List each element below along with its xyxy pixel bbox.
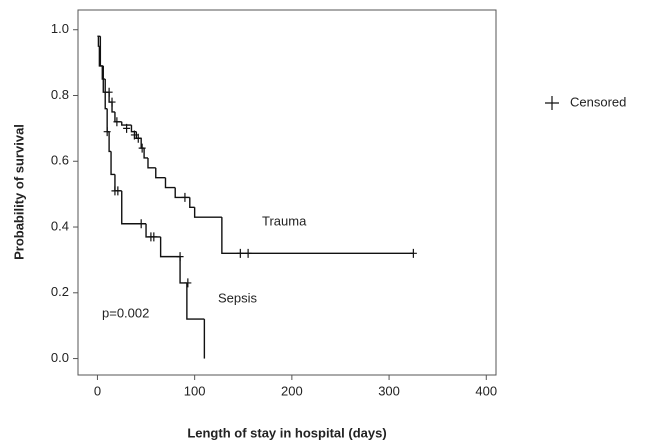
censor-mark bbox=[137, 219, 145, 229]
x-tick-label: 200 bbox=[281, 383, 303, 398]
survival-step bbox=[108, 131, 112, 153]
survival-step bbox=[186, 282, 205, 320]
y-tick-label: 1.0 bbox=[51, 21, 69, 36]
survival-step bbox=[110, 151, 115, 176]
censor-mark bbox=[176, 252, 184, 262]
y-tick-label: 0.0 bbox=[51, 350, 69, 365]
survival-step bbox=[104, 92, 108, 110]
survival-step bbox=[143, 148, 148, 159]
survival-step bbox=[155, 167, 166, 179]
censor-mark bbox=[105, 87, 113, 97]
series-label: Sepsis bbox=[218, 290, 258, 305]
censor-mark bbox=[184, 278, 192, 288]
censor-mark bbox=[409, 248, 417, 258]
censor-mark bbox=[114, 186, 122, 196]
plot-frame bbox=[77, 9, 497, 376]
censor-mark bbox=[113, 117, 121, 127]
censor-mark bbox=[123, 123, 131, 133]
survival-step bbox=[99, 36, 104, 67]
survival-step bbox=[174, 187, 190, 199]
survival-step bbox=[114, 111, 122, 123]
x-tick-label: 0 bbox=[94, 383, 101, 398]
survival-step bbox=[121, 190, 147, 225]
y-tick-label: 0.8 bbox=[51, 87, 69, 102]
survival-step bbox=[147, 157, 156, 169]
survival-step bbox=[102, 65, 106, 93]
legend-label: Censored bbox=[570, 94, 626, 109]
survival-step bbox=[193, 207, 222, 218]
y-tick-label: 0.2 bbox=[51, 284, 69, 299]
x-axis-title: Length of stay in hospital (days) bbox=[187, 425, 386, 440]
censor-mark bbox=[150, 232, 158, 242]
y-axis-title: Probability of survival bbox=[11, 124, 26, 260]
annotation: p=0.002 bbox=[102, 305, 149, 320]
survival-step bbox=[121, 121, 132, 126]
censor-mark bbox=[103, 127, 111, 137]
x-tick-label: 400 bbox=[475, 383, 497, 398]
censor-mark bbox=[134, 133, 142, 143]
censor-mark bbox=[236, 248, 244, 258]
survival-step bbox=[221, 217, 414, 255]
survival-step bbox=[101, 65, 106, 80]
y-tick-label: 0.6 bbox=[51, 153, 69, 168]
survival-step bbox=[97, 36, 100, 47]
survival-step bbox=[189, 197, 195, 208]
survival-step bbox=[159, 236, 181, 258]
series-label: Trauma bbox=[262, 213, 307, 228]
censor-mark bbox=[244, 248, 252, 258]
survival-step bbox=[179, 256, 187, 284]
censor-mark bbox=[130, 130, 138, 140]
legend-censor-marker bbox=[545, 96, 559, 110]
censor-mark bbox=[138, 143, 146, 153]
censor-mark bbox=[108, 97, 116, 107]
x-tick-label: 100 bbox=[184, 383, 206, 398]
x-tick-label: 300 bbox=[378, 383, 400, 398]
y-tick-label: 0.4 bbox=[51, 218, 69, 233]
survival-step bbox=[164, 177, 176, 189]
censor-mark bbox=[181, 192, 189, 202]
